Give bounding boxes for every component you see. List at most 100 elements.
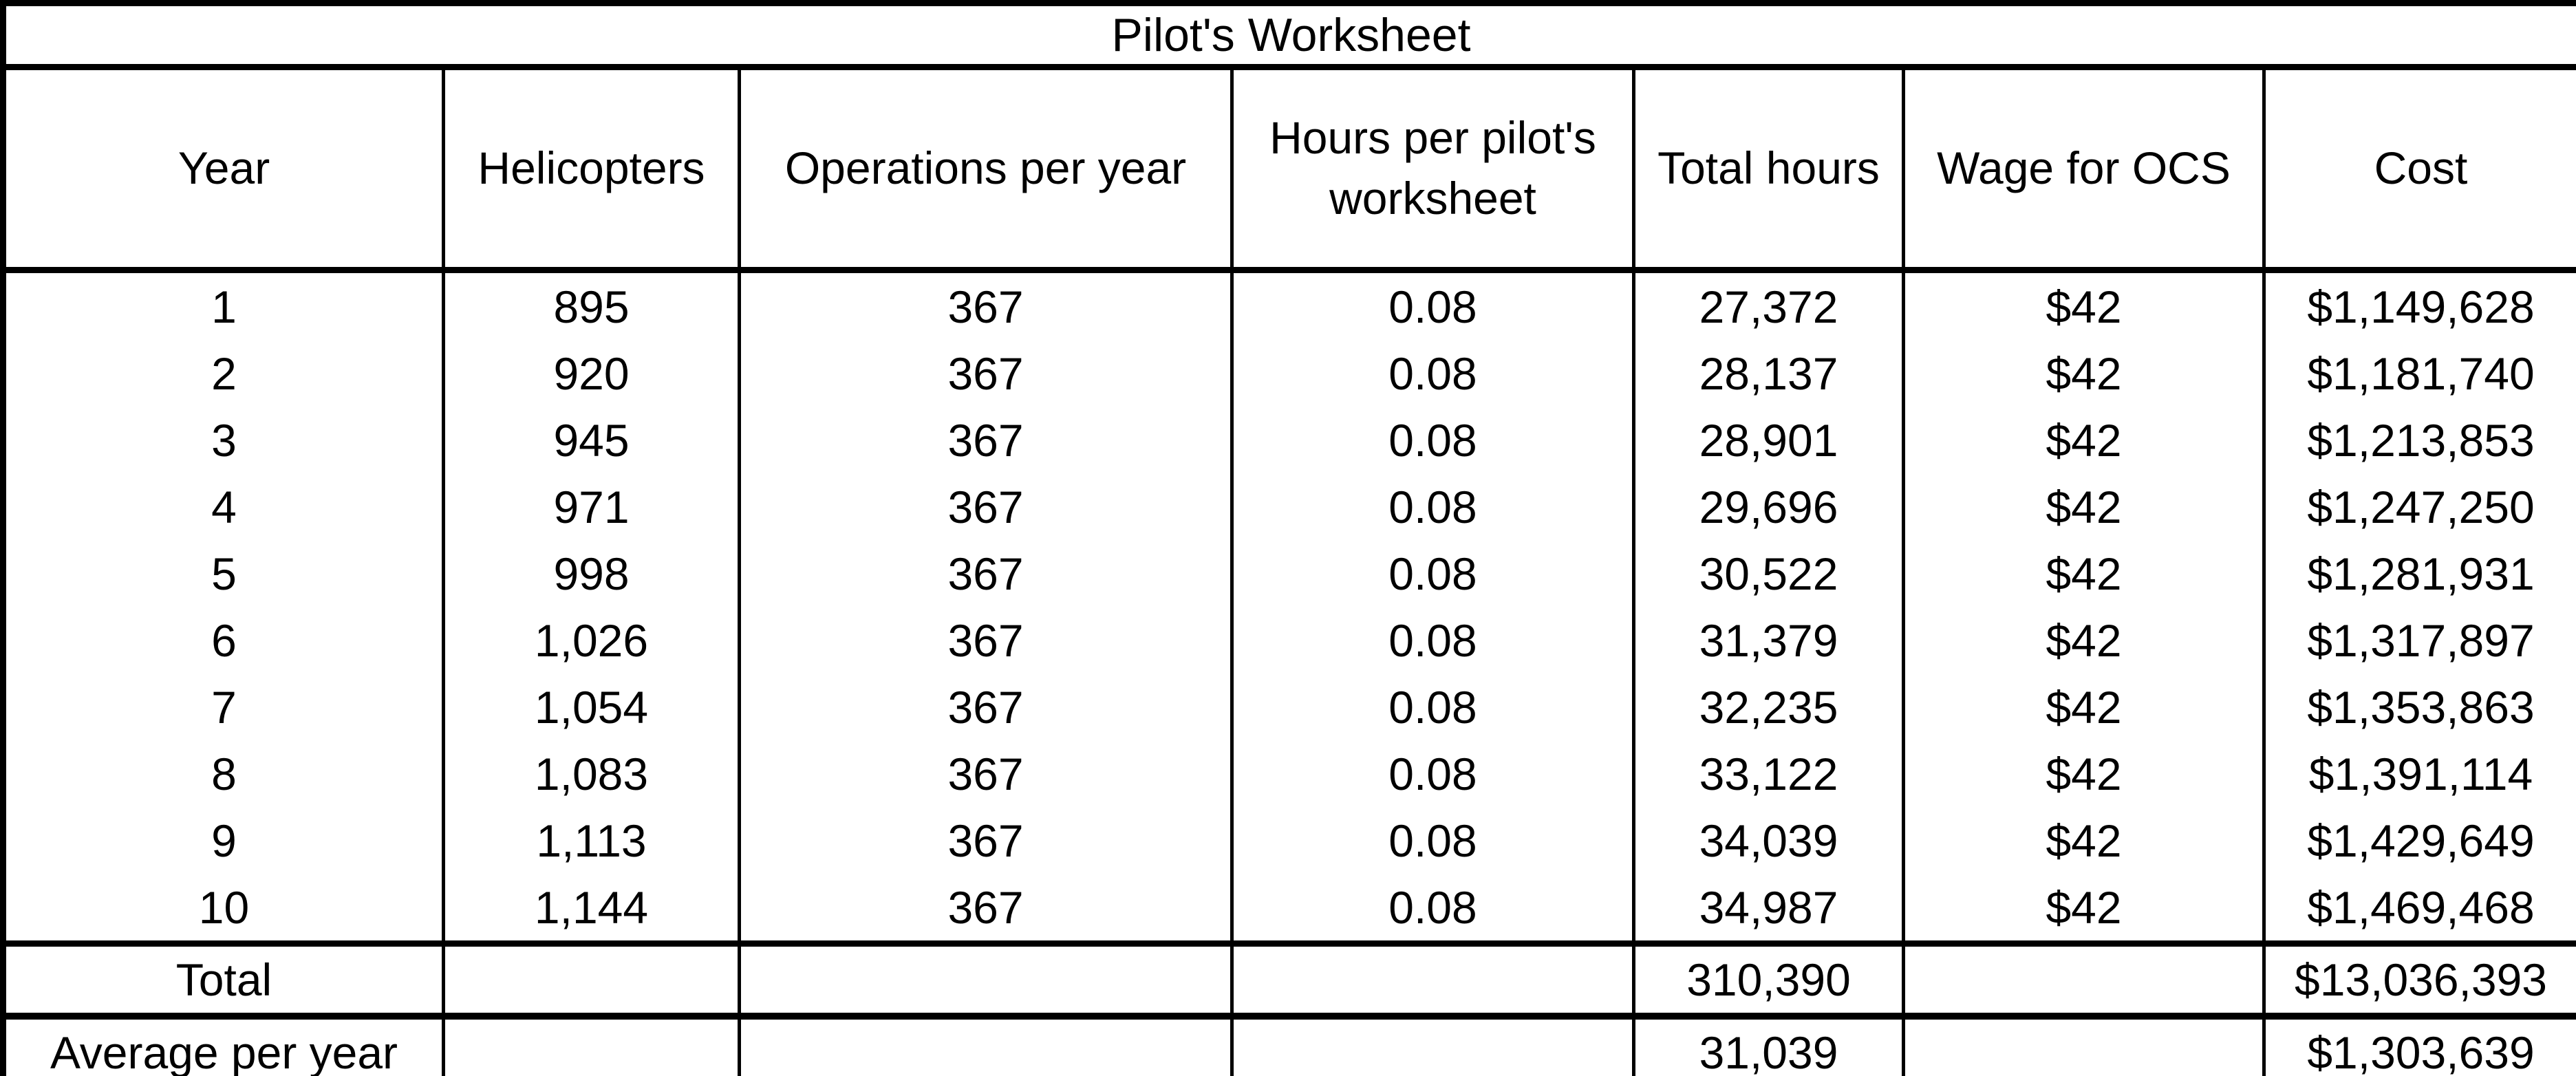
cell-empty — [1230, 1016, 1635, 1076]
cell-year: 10 — [1, 874, 445, 944]
column-header-helicopters: Helicopters — [442, 67, 741, 273]
table-title: Pilot's Worksheet — [3, 3, 2576, 70]
cell-empty — [738, 940, 1234, 1020]
header-row: Year Helicopters Operations per year Hou… — [1, 67, 2576, 273]
cell-hours-per-pilots-worksheet: 0.08 — [1230, 473, 1635, 540]
cell-year: 1 — [1, 270, 445, 340]
cell-cost: $1,213,853 — [2262, 407, 2576, 473]
cell-operations-per-year: 367 — [738, 740, 1234, 807]
cell-helicopters: 1,083 — [442, 740, 741, 807]
column-header-year: Year — [1, 67, 445, 273]
table-row: 4 971 367 0.08 29,696 $42 $1,247,250 — [1, 473, 2576, 540]
cell-operations-per-year: 367 — [738, 807, 1234, 874]
cell-empty — [1902, 1016, 2266, 1076]
cell-total-hours: 31,379 — [1632, 607, 1905, 674]
cell-wage-for-ocs: $42 — [1902, 740, 2266, 807]
cell-hours-per-pilots-worksheet: 0.08 — [1230, 270, 1635, 340]
cell-wage-for-ocs: $42 — [1902, 607, 2266, 674]
cell-year: 7 — [1, 674, 445, 740]
cell-hours-per-pilots-worksheet: 0.08 — [1230, 740, 1635, 807]
cell-helicopters: 1,026 — [442, 607, 741, 674]
column-header-wage-for-ocs: Wage for OCS — [1902, 67, 2266, 273]
cell-wage-for-ocs: $42 — [1902, 674, 2266, 740]
cell-cost: $1,247,250 — [2262, 473, 2576, 540]
cell-empty — [1230, 940, 1635, 1020]
cell-total-hours: 34,039 — [1632, 807, 1905, 874]
table-row: 2 920 367 0.08 28,137 $42 $1,181,740 — [1, 340, 2576, 407]
cell-helicopters: 1,144 — [442, 874, 741, 944]
average-row: Average per year 31,039 $1,303,639 — [1, 1016, 2576, 1076]
cell-wage-for-ocs: $42 — [1902, 540, 2266, 607]
average-label: Average per year — [1, 1016, 445, 1076]
cell-total-hours: 28,901 — [1632, 407, 1905, 473]
cell-wage-for-ocs: $42 — [1902, 473, 2266, 540]
cell-year: 3 — [1, 407, 445, 473]
cell-operations-per-year: 367 — [738, 874, 1234, 944]
cell-helicopters: 971 — [442, 473, 741, 540]
cell-helicopters: 1,054 — [442, 674, 741, 740]
cell-hours-per-pilots-worksheet: 0.08 — [1230, 340, 1635, 407]
cell-total-hours: 33,122 — [1632, 740, 1905, 807]
cell-cost: $1,353,863 — [2262, 674, 2576, 740]
cell-cost: $1,181,740 — [2262, 340, 2576, 407]
cell-wage-for-ocs: $42 — [1902, 874, 2266, 944]
table-row: 3 945 367 0.08 28,901 $42 $1,213,853 — [1, 407, 2576, 473]
cell-total-hours: 32,235 — [1632, 674, 1905, 740]
table-row: 7 1,054 367 0.08 32,235 $42 $1,353,863 — [1, 674, 2576, 740]
average-cost-value: $1,303,639 — [2262, 1016, 2576, 1076]
column-header-hours-per-pilots-worksheet: Hours per pilot's worksheet — [1230, 67, 1635, 273]
cell-wage-for-ocs: $42 — [1902, 807, 2266, 874]
cell-total-hours: 30,522 — [1632, 540, 1905, 607]
cell-operations-per-year: 367 — [738, 473, 1234, 540]
table-row: 8 1,083 367 0.08 33,122 $42 $1,391,114 — [1, 740, 2576, 807]
cell-wage-for-ocs: $42 — [1902, 270, 2266, 340]
cell-empty — [442, 1016, 741, 1076]
table-row: 6 1,026 367 0.08 31,379 $42 $1,317,897 — [1, 607, 2576, 674]
cell-hours-per-pilots-worksheet: 0.08 — [1230, 874, 1635, 944]
cell-operations-per-year: 367 — [738, 340, 1234, 407]
cell-cost: $1,429,649 — [2262, 807, 2576, 874]
cell-helicopters: 920 — [442, 340, 741, 407]
cell-cost: $1,391,114 — [2262, 740, 2576, 807]
cell-operations-per-year: 367 — [738, 674, 1234, 740]
cell-hours-per-pilots-worksheet: 0.08 — [1230, 607, 1635, 674]
column-header-operations-per-year: Operations per year — [738, 67, 1234, 273]
cell-wage-for-ocs: $42 — [1902, 340, 2266, 407]
table-row: 9 1,113 367 0.08 34,039 $42 $1,429,649 — [1, 807, 2576, 874]
cell-hours-per-pilots-worksheet: 0.08 — [1230, 674, 1635, 740]
cell-hours-per-pilots-worksheet: 0.08 — [1230, 540, 1635, 607]
average-hours-value: 31,039 — [1632, 1016, 1905, 1076]
cell-total-hours: 34,987 — [1632, 874, 1905, 944]
cell-cost: $1,469,468 — [2262, 874, 2576, 944]
title-row: Pilot's Worksheet — [3, 3, 2576, 70]
cell-total-hours: 27,372 — [1632, 270, 1905, 340]
table-row: 10 1,144 367 0.08 34,987 $42 $1,469,468 — [1, 874, 2576, 944]
column-header-cost: Cost — [2262, 67, 2576, 273]
cell-empty — [738, 1016, 1234, 1076]
cell-year: 2 — [1, 340, 445, 407]
cell-wage-for-ocs: $42 — [1902, 407, 2266, 473]
cell-helicopters: 998 — [442, 540, 741, 607]
cell-helicopters: 1,113 — [442, 807, 741, 874]
total-label: Total — [1, 940, 445, 1020]
cell-hours-per-pilots-worksheet: 0.08 — [1230, 807, 1635, 874]
total-hours-value: 310,390 — [1632, 940, 1905, 1020]
cell-hours-per-pilots-worksheet: 0.08 — [1230, 407, 1635, 473]
cell-total-hours: 28,137 — [1632, 340, 1905, 407]
cell-operations-per-year: 367 — [738, 270, 1234, 340]
cell-year: 5 — [1, 540, 445, 607]
cell-year: 8 — [1, 740, 445, 807]
cell-helicopters: 945 — [442, 407, 741, 473]
cell-helicopters: 895 — [442, 270, 741, 340]
cell-total-hours: 29,696 — [1632, 473, 1905, 540]
cell-year: 6 — [1, 607, 445, 674]
cell-operations-per-year: 367 — [738, 540, 1234, 607]
cell-operations-per-year: 367 — [738, 607, 1234, 674]
total-cost-value: $13,036,393 — [2262, 940, 2576, 1020]
column-header-total-hours: Total hours — [1632, 67, 1905, 273]
total-row: Total 310,390 $13,036,393 — [1, 940, 2576, 1020]
cell-cost: $1,317,897 — [2262, 607, 2576, 674]
cell-empty — [1902, 940, 2266, 1020]
